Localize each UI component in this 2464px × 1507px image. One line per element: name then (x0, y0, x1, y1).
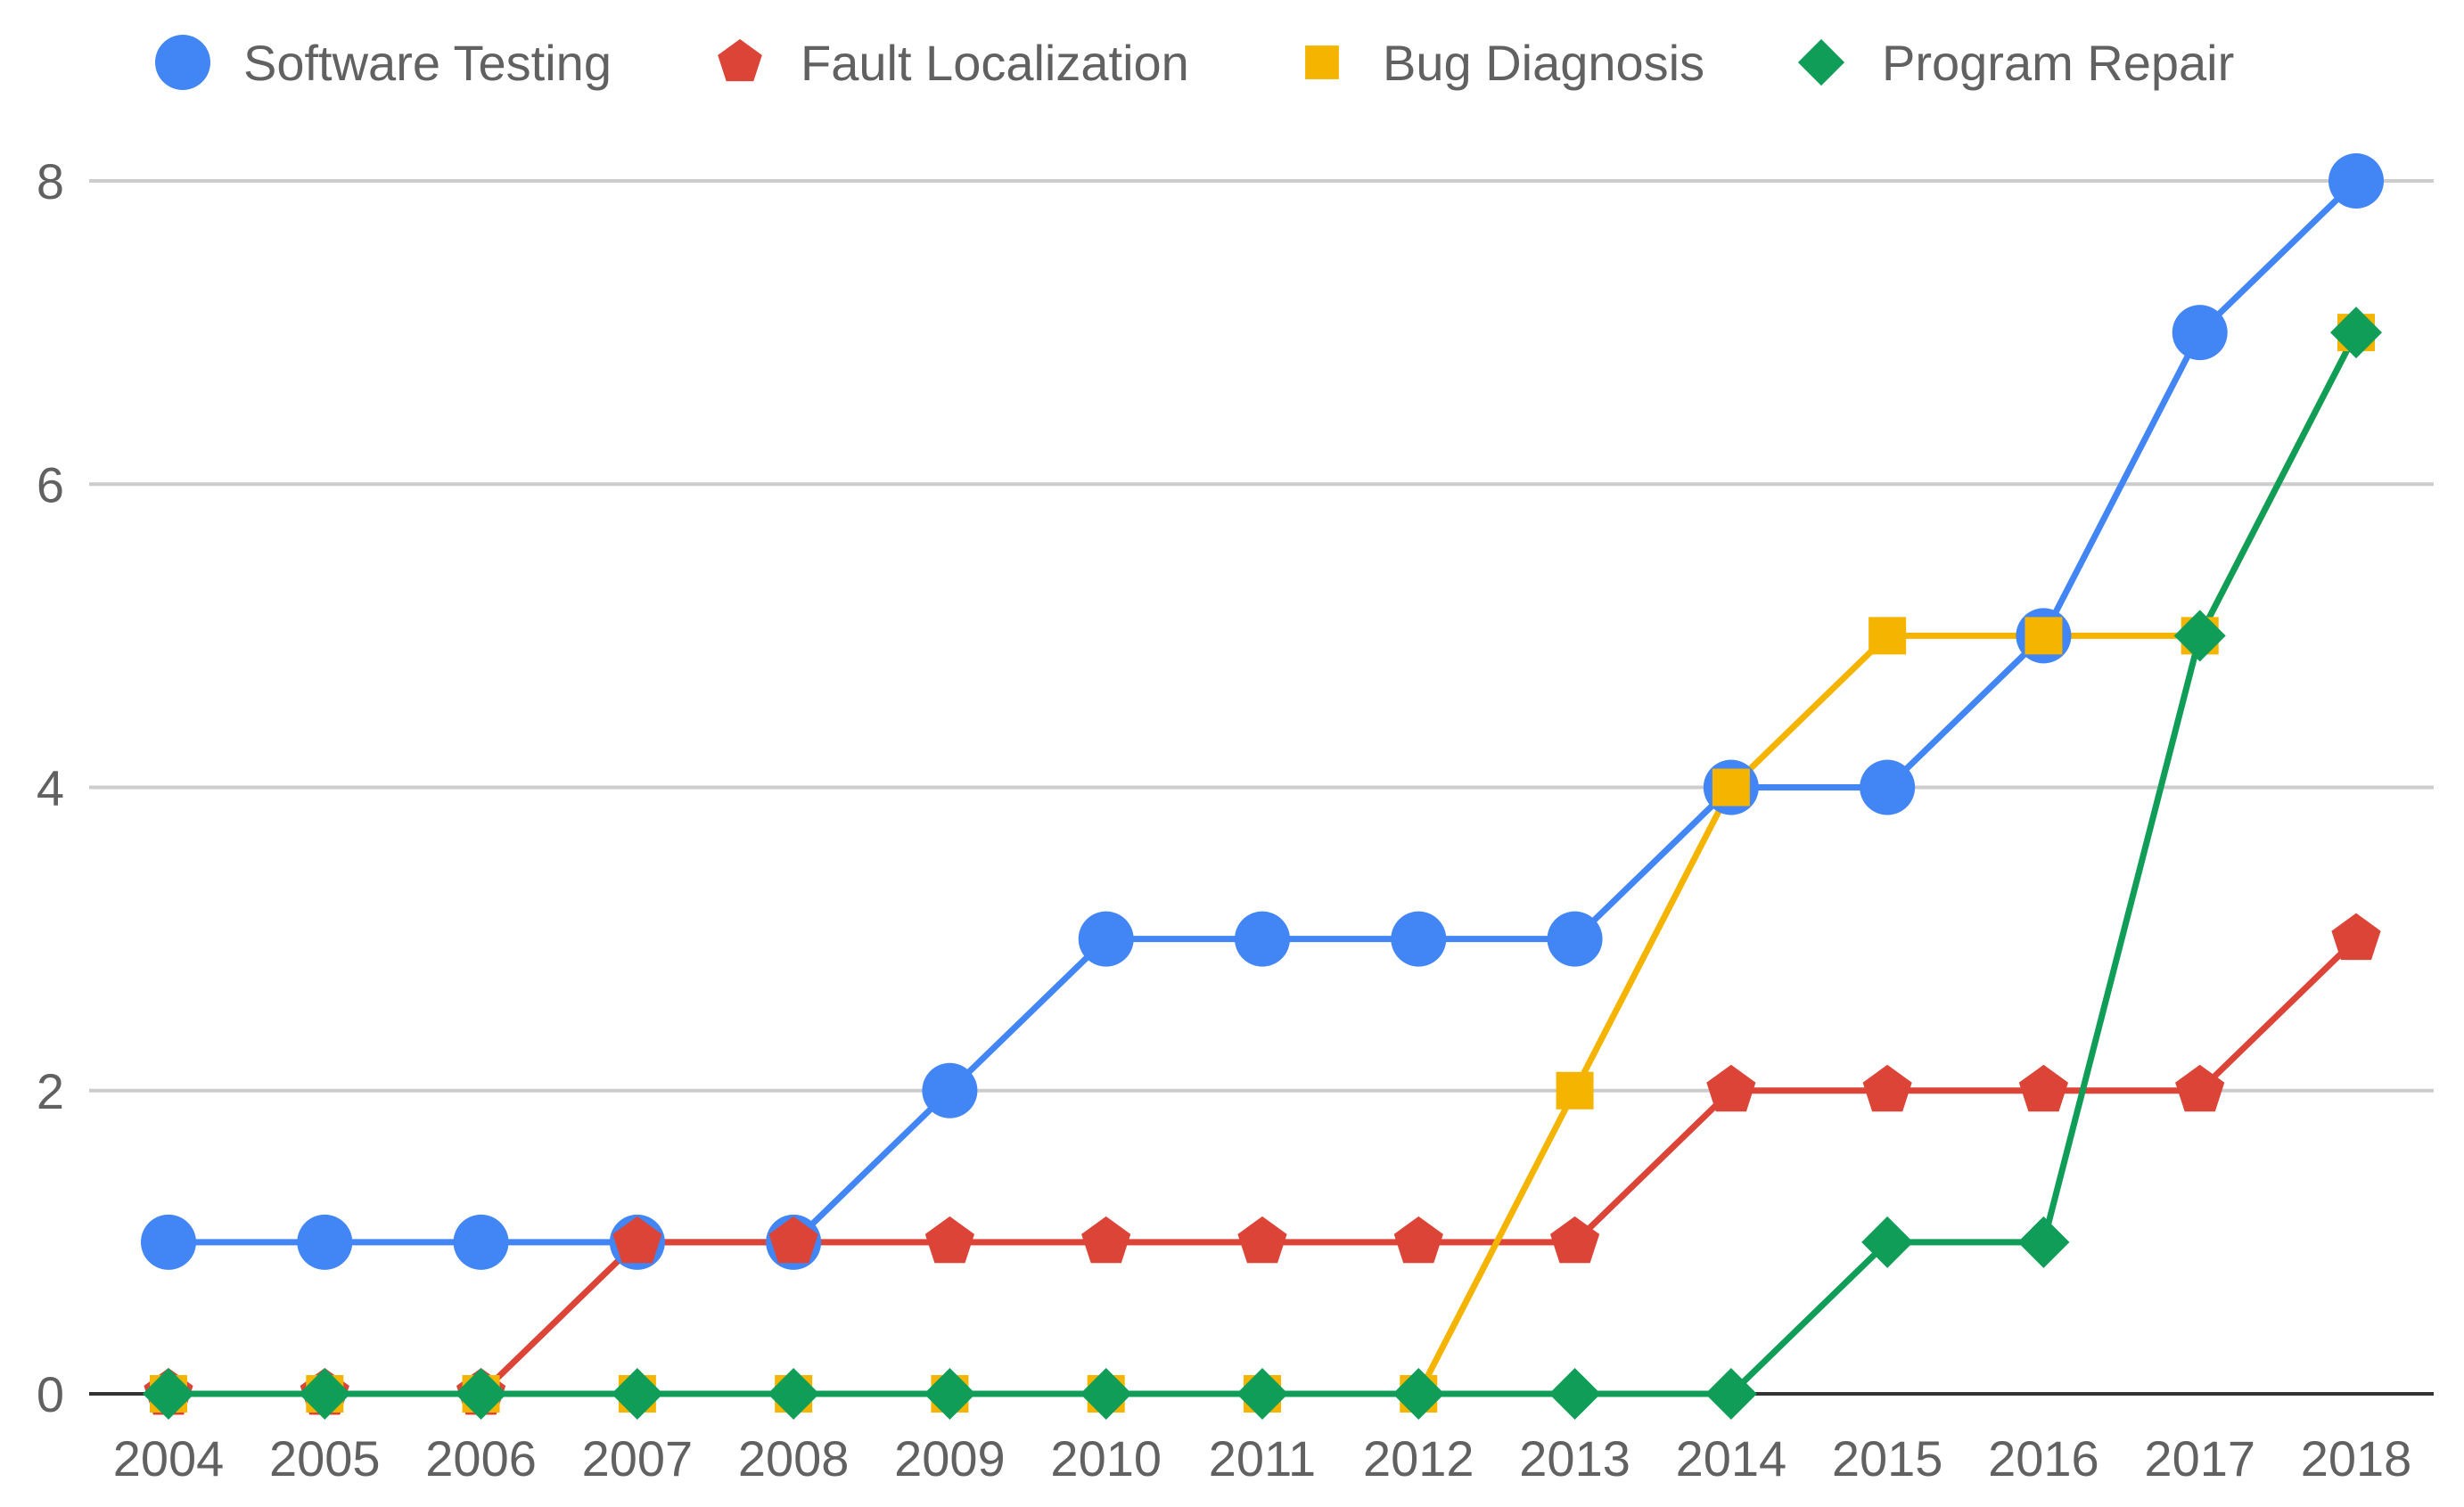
legend-label: Software Testing (243, 35, 612, 91)
data-point-program-repair (924, 1368, 976, 1420)
data-point-fault-localization (1862, 1064, 1912, 1112)
legend-marker-bug-diagnosis (1305, 45, 1339, 79)
data-point-software-testing (453, 1214, 509, 1270)
x-tick-label: 2011 (1209, 1430, 1316, 1487)
legend-item-fault-localization: Fault Localization (718, 35, 1189, 91)
data-point-bug-diagnosis (1556, 1071, 1594, 1110)
gridlines (89, 179, 2434, 1396)
x-tick-label: 2005 (269, 1430, 381, 1487)
data-point-fault-localization (1550, 1216, 1600, 1264)
x-tick-label: 2016 (1988, 1430, 2099, 1487)
legend-label: Program Repair (1882, 35, 2234, 91)
y-axis-ticks: 0 2 4 6 8 (37, 153, 64, 1422)
x-tick-label: 2006 (425, 1430, 537, 1487)
x-tick-label: 2014 (1676, 1430, 1787, 1487)
legend-label: Fault Localization (801, 35, 1189, 91)
data-point-software-testing (2328, 153, 2384, 209)
data-point-software-testing (1078, 911, 1134, 967)
data-point-program-repair (455, 1368, 507, 1420)
y-tick-label: 8 (37, 153, 64, 209)
data-point-program-repair (1236, 1368, 1288, 1420)
data-point-program-repair (1861, 1216, 1914, 1268)
y-tick-label: 2 (37, 1063, 64, 1119)
x-tick-label: 2017 (2144, 1430, 2255, 1487)
x-tick-label: 2013 (1519, 1430, 1630, 1487)
y-tick-label: 6 (37, 456, 64, 512)
data-point-program-repair (768, 1368, 820, 1420)
data-point-program-repair (2173, 610, 2226, 662)
data-point-program-repair (611, 1368, 663, 1420)
legend-item-software-testing: Software Testing (155, 35, 612, 91)
x-tick-label: 2018 (2301, 1430, 2412, 1487)
data-point-bug-diagnosis (1712, 768, 1750, 807)
legend: Software Testing Fault Localization Bug Di… (155, 35, 2234, 91)
legend-item-bug-diagnosis: Bug Diagnosis (1305, 35, 1704, 91)
y-tick-label: 0 (37, 1366, 64, 1422)
data-point-program-repair (1392, 1368, 1445, 1420)
series-line-fault-localization (165, 936, 2360, 1397)
data-point-fault-localization (924, 1216, 974, 1264)
data-point-software-testing (1547, 911, 1603, 967)
data-point-program-repair (143, 1368, 194, 1420)
data-point-program-repair (1704, 1368, 1757, 1420)
data-point-program-repair (299, 1368, 351, 1420)
data-point-bug-diagnosis (2025, 617, 2063, 655)
data-point-fault-localization (1237, 1216, 1287, 1264)
x-tick-label: 2012 (1363, 1430, 1474, 1487)
data-point-fault-localization (2018, 1064, 2068, 1112)
data-point-fault-localization (1081, 1216, 1131, 1264)
data-point-fault-localization (612, 1216, 662, 1264)
x-tick-label: 2007 (582, 1430, 694, 1487)
data-point-bug-diagnosis (1869, 617, 1907, 655)
data-point-fault-localization (768, 1216, 818, 1264)
data-point-software-testing (1235, 911, 1290, 967)
legend-marker-fault-localization (718, 38, 762, 82)
legend-label: Bug Diagnosis (1383, 35, 1704, 91)
data-point-software-testing (922, 1062, 978, 1118)
x-tick-label: 2008 (738, 1430, 850, 1487)
y-tick-label: 4 (37, 760, 64, 816)
data-point-software-testing (1391, 911, 1447, 967)
data-point-software-testing (1860, 759, 1916, 815)
x-tick-label: 2009 (894, 1430, 1006, 1487)
x-tick-label: 2010 (1050, 1430, 1162, 1487)
legend-marker-software-testing (155, 35, 210, 90)
data-point-fault-localization (2331, 913, 2381, 961)
legend-item-program-repair: Program Repair (1797, 35, 2234, 91)
data-point-program-repair (2330, 307, 2382, 359)
legend-marker-program-repair (1797, 38, 1845, 86)
x-tick-label: 2015 (1832, 1430, 1943, 1487)
data-point-fault-localization (2175, 1064, 2225, 1112)
data-point-program-repair (1548, 1368, 1601, 1420)
data-point-software-testing (2172, 305, 2228, 361)
data-point-software-testing (297, 1214, 353, 1270)
data-point-program-repair (1080, 1368, 1132, 1420)
series-markers (141, 153, 2384, 1420)
data-point-fault-localization (1706, 1064, 1756, 1112)
data-point-software-testing (141, 1214, 196, 1270)
x-axis-ticks: 2004 2005 2006 2007 2008 2009 2010 2011 2012 2013… (113, 1430, 2412, 1487)
data-point-program-repair (2017, 1216, 2070, 1268)
data-point-fault-localization (1393, 1216, 1443, 1264)
x-tick-label: 2004 (113, 1430, 225, 1487)
